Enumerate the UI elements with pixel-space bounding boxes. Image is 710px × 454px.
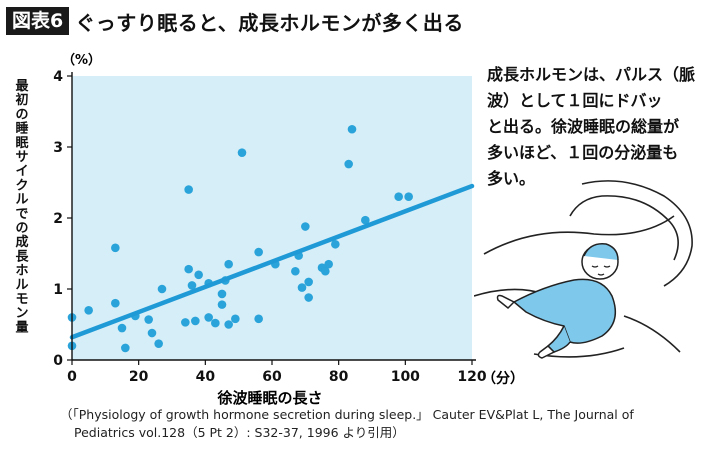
data-point bbox=[237, 148, 247, 157]
data-point bbox=[361, 215, 370, 225]
y-axis-unit: （%） bbox=[62, 52, 101, 68]
side-note-line: 成長ホルモンは、パルス（脈 bbox=[487, 65, 696, 84]
x-axis-label: 徐波睡眠の長さ bbox=[216, 389, 322, 407]
data-point bbox=[224, 259, 233, 269]
data-point bbox=[117, 323, 127, 333]
side-note-line: 多いほど、１回の分泌量も bbox=[487, 143, 679, 162]
y-axis-label-char: 成 bbox=[15, 234, 28, 250]
data-point bbox=[301, 222, 310, 231]
data-point bbox=[297, 283, 307, 292]
y-axis-label-char: で bbox=[15, 207, 28, 222]
data-point bbox=[404, 192, 413, 201]
x-tick-label: 20 bbox=[129, 369, 149, 385]
x-tick-label: 60 bbox=[262, 369, 282, 385]
y-tick-label: 1 bbox=[53, 282, 63, 298]
figure-header: 図表6 ぐっすり眠ると、成長ホルモンが多く出る bbox=[6, 6, 464, 36]
x-tick-label: 120 bbox=[457, 369, 486, 385]
side-note: 成長ホルモンは、パルス（脈 波）として１回にドバッ と出る。徐波睡眠の総量が 多… bbox=[487, 62, 705, 192]
data-point bbox=[254, 314, 263, 324]
y-axis-label-char: サ bbox=[15, 150, 28, 165]
x-tick-label: 80 bbox=[329, 369, 349, 385]
data-point bbox=[217, 289, 227, 299]
data-point bbox=[111, 298, 120, 308]
data-point bbox=[304, 277, 313, 287]
data-point bbox=[187, 281, 197, 290]
data-point bbox=[111, 243, 120, 253]
data-point bbox=[121, 343, 130, 353]
data-point bbox=[184, 185, 193, 194]
data-point bbox=[211, 318, 220, 328]
x-tick-label: 100 bbox=[391, 369, 420, 385]
data-point bbox=[304, 293, 313, 302]
y-axis-label-char: の bbox=[15, 107, 28, 122]
y-tick-label: 0 bbox=[53, 353, 63, 369]
data-point bbox=[154, 339, 163, 348]
trend-line bbox=[69, 183, 475, 340]
data-point bbox=[231, 314, 240, 324]
y-tick-label: 3 bbox=[53, 140, 63, 156]
figure-title: ぐっすり眠ると、成長ホルモンが多く出る bbox=[75, 10, 464, 35]
side-note-line: と出る。徐波睡眠の総量が bbox=[487, 117, 680, 136]
y-axis-label-char: ホ bbox=[15, 264, 28, 279]
y-axis-label-char: の bbox=[15, 221, 28, 236]
citation: （「Physiology of growth hormone secretion… bbox=[60, 406, 700, 442]
data-point bbox=[394, 192, 403, 201]
x-tick-label: 0 bbox=[67, 369, 77, 385]
data-point bbox=[291, 266, 300, 276]
sleeping-person-illustration bbox=[474, 180, 693, 359]
figure-label-badge: 図表6 bbox=[6, 7, 70, 35]
data-point bbox=[254, 247, 263, 257]
data-point bbox=[347, 124, 357, 134]
y-axis-label-char: ル bbox=[15, 278, 28, 293]
y-axis-label-char: ク bbox=[15, 178, 28, 193]
y-axis-label-char: 睡 bbox=[15, 121, 28, 137]
data-point bbox=[181, 318, 190, 327]
data-point bbox=[194, 270, 203, 280]
y-axis-label-char: 眠 bbox=[15, 136, 28, 151]
data-point bbox=[324, 259, 333, 269]
data-point bbox=[191, 316, 200, 326]
data-point bbox=[144, 315, 153, 324]
y-axis-label-char: モ bbox=[15, 292, 28, 307]
y-axis-label-char: 量 bbox=[15, 320, 28, 335]
data-point bbox=[147, 328, 157, 338]
data-point bbox=[157, 284, 167, 294]
data-point bbox=[331, 239, 340, 249]
side-note-line: 波）として１回にドバッ bbox=[487, 91, 663, 110]
y-axis-label-char: 最 bbox=[15, 79, 29, 94]
data-point bbox=[224, 320, 233, 329]
y-axis-label-char: ン bbox=[15, 306, 28, 321]
data-point bbox=[84, 306, 93, 315]
data-point bbox=[204, 313, 213, 322]
citation-line: Pediatrics vol.128（5 Pt 2）: S32-37, 1996… bbox=[74, 425, 405, 440]
y-axis-label-char: 長 bbox=[15, 249, 29, 264]
y-axis-label-char: ル bbox=[15, 193, 28, 208]
side-note-line: 多い。 bbox=[487, 169, 536, 188]
y-tick-label: 2 bbox=[53, 211, 63, 227]
data-point bbox=[184, 264, 193, 274]
x-tick-label: 40 bbox=[196, 369, 216, 385]
y-tick-label: 4 bbox=[53, 69, 63, 85]
data-point bbox=[217, 300, 227, 309]
y-axis-label-char: イ bbox=[15, 164, 28, 179]
citation-line: （「Physiology of growth hormone secretion… bbox=[60, 407, 634, 422]
x-axis-unit: （分） bbox=[482, 371, 524, 387]
y-axis-label-char: 初 bbox=[15, 92, 28, 108]
data-point bbox=[344, 159, 353, 169]
data-point bbox=[321, 266, 330, 276]
